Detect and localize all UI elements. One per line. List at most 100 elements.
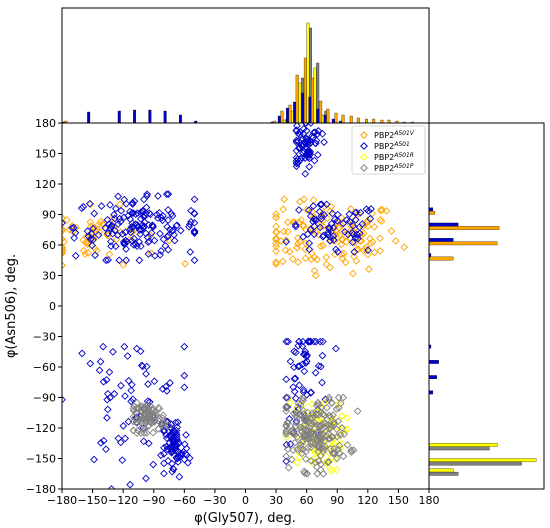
scatter-point	[118, 456, 127, 465]
scatter-point	[62, 214, 66, 222]
x-tick-label: 120	[357, 494, 378, 507]
scatter-point	[300, 367, 309, 376]
legend-box	[351, 125, 426, 175]
scatter-point	[292, 418, 301, 427]
top-hist-bar	[372, 118, 376, 123]
scatter-point	[293, 243, 301, 252]
scatter-point	[319, 209, 327, 218]
scatter-point	[168, 227, 176, 235]
scatter-point	[302, 447, 310, 456]
scatter-point	[108, 229, 117, 238]
scatter-point	[139, 206, 147, 215]
scatter-point	[292, 411, 300, 420]
scatter-point	[120, 342, 129, 351]
scatter-point	[62, 243, 66, 251]
scatter-point	[314, 443, 323, 452]
scatter-point	[291, 220, 300, 229]
top-hist-bar	[319, 100, 323, 123]
scatter-point	[310, 215, 318, 224]
scatter-point	[169, 464, 177, 473]
legend-marker	[360, 164, 368, 172]
scatter-point	[162, 442, 171, 451]
scatter-point	[122, 199, 131, 208]
scatter-point	[163, 434, 171, 442]
scatter-point	[316, 460, 325, 469]
scatter-point	[105, 368, 114, 376]
scatter-point	[315, 207, 324, 216]
scatter-point	[157, 214, 166, 222]
scatter-point	[111, 214, 119, 223]
scatter-point	[110, 389, 119, 398]
scatter-point	[128, 200, 137, 208]
scatter-point	[126, 228, 135, 237]
top-hist-bar	[87, 111, 91, 123]
scatter-point	[94, 231, 103, 239]
scatter-point	[184, 458, 192, 467]
scatter-point	[156, 250, 164, 259]
scatter-point	[154, 425, 163, 433]
scatter-point	[107, 221, 116, 230]
scatter-point	[327, 421, 335, 430]
scatter-point	[326, 236, 335, 245]
scatter-point	[351, 224, 359, 232]
scatter-point	[306, 225, 315, 234]
top-hist-bar	[64, 120, 68, 123]
scatter-point	[306, 123, 315, 127]
right-hist-bar	[429, 207, 434, 212]
scatter-point	[166, 432, 174, 440]
scatter-point	[294, 129, 303, 138]
top-hist-bar	[323, 114, 327, 123]
scatter-point	[180, 342, 189, 351]
scatter-point	[282, 407, 291, 415]
x-tick-label: −120	[108, 494, 138, 507]
x-axis-ticks: −180 −150 −120 −90 −60 −30 0 30 60 90 120 150 180	[47, 489, 440, 507]
scatter-point	[280, 195, 289, 204]
scatter-point	[313, 151, 322, 159]
scatter-point	[343, 441, 352, 449]
scatter-point	[307, 389, 315, 397]
scatter-point	[292, 153, 301, 162]
scatter-point	[272, 247, 280, 255]
scatter-point	[143, 190, 151, 199]
scatter-point	[311, 139, 320, 148]
top-hist-bar	[301, 92, 305, 123]
scatter-point	[326, 424, 335, 432]
scatter-point	[293, 123, 301, 130]
x-tick-label: 30	[269, 494, 283, 507]
legend-label-superscript: A501V	[393, 130, 415, 137]
right-hist-bar	[429, 471, 459, 476]
scatter-point	[112, 204, 120, 213]
scatter-point	[309, 411, 317, 419]
scatter-point	[98, 219, 107, 228]
scatter-point	[302, 205, 311, 214]
scatter-point	[302, 352, 311, 361]
scatter-point	[344, 230, 352, 239]
scatter-point	[317, 430, 326, 439]
scatter-point	[83, 240, 92, 249]
right-hist-bar	[429, 458, 537, 463]
scatter-point	[136, 230, 145, 239]
scatter-point	[138, 362, 147, 371]
right-hist-bar	[429, 241, 498, 246]
scatter-point	[91, 251, 99, 260]
scatter-point	[106, 237, 115, 246]
scatter-point	[282, 337, 291, 346]
scatter-point	[300, 195, 308, 204]
scatter-point	[163, 417, 172, 426]
scatter-point	[180, 383, 189, 392]
scatter-point	[354, 209, 363, 218]
scatter-points	[62, 123, 409, 489]
scatter-point	[343, 414, 352, 422]
scatter-point	[316, 200, 325, 209]
scatter-point	[295, 381, 304, 390]
y-tick-label: 60	[42, 239, 56, 252]
scatter-point	[311, 368, 320, 377]
scatter-point	[78, 349, 86, 358]
scatter-point	[121, 228, 130, 237]
scatter-point	[120, 239, 129, 248]
scatter-point	[358, 220, 367, 228]
scatter-point	[317, 200, 326, 209]
scatter-point	[285, 247, 294, 256]
scatter-point	[175, 472, 184, 481]
scatter-point	[292, 126, 301, 135]
